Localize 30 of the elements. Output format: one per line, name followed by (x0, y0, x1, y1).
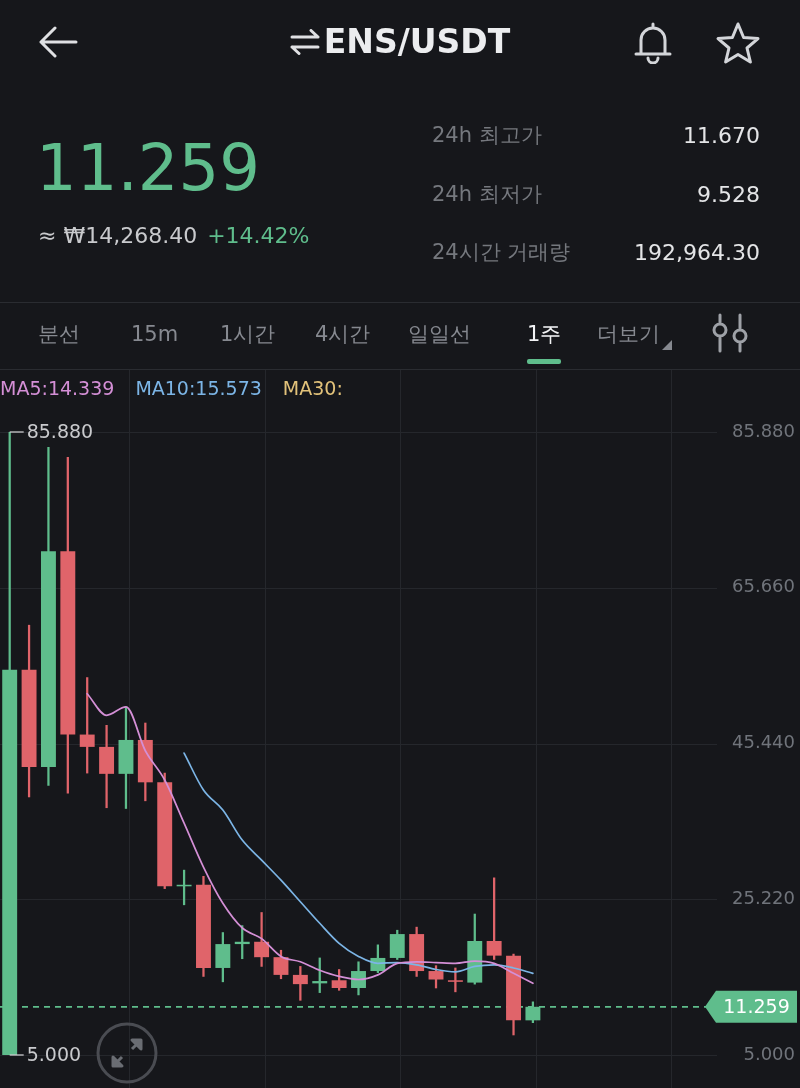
legend-label: MA30: (282, 376, 343, 400)
text: 분선 (38, 322, 80, 348)
y-tick-label: 85.880 (732, 419, 795, 441)
text: MA5:14.339 (0, 376, 115, 400)
text: MA10:15.573 (135, 376, 262, 400)
y-tick-label: 25.220 (732, 886, 795, 908)
annotation: 85.880 (26, 419, 94, 442)
text: 4시간 (315, 322, 371, 348)
text: +14.42% (207, 222, 310, 250)
candlestick (447, 967, 463, 993)
text: 1주 (527, 322, 562, 348)
y-tick-label: 45.440 (732, 731, 795, 753)
candlestick (254, 912, 270, 967)
text: 11.670 (683, 122, 760, 150)
text: 일일선 (408, 322, 471, 348)
text: 15m (131, 322, 179, 348)
text: 24h 최저가 (432, 182, 542, 208)
annotation: 5.000 (26, 1042, 82, 1065)
text: 24h 최고가 (432, 123, 542, 149)
text: ≈ ₩14,268.40 (38, 222, 198, 250)
text: 24시간 거래량 (432, 240, 571, 266)
chart-title: ENS/USDT (323, 22, 511, 62)
text: 1시간 (220, 322, 276, 348)
text: 9.528 (697, 181, 760, 209)
text: 192,964.30 (634, 239, 760, 267)
y-tick-label: 65.660 (732, 575, 795, 597)
text: 11.259 (723, 994, 790, 1017)
y-tick-label: 5.000 (743, 1042, 795, 1064)
text: 11.259 (36, 129, 260, 207)
text: 더보기 (597, 322, 660, 348)
